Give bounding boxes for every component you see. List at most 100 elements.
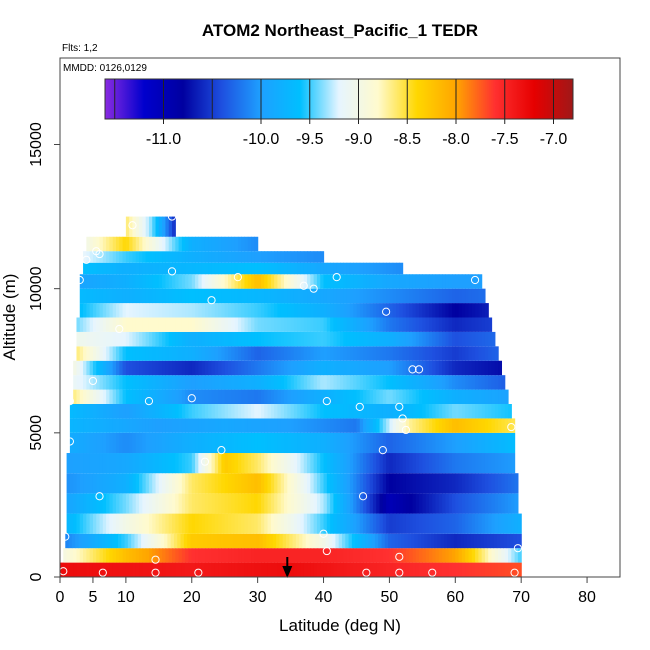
heatmap-cell (152, 548, 157, 563)
heatmap-cell (392, 418, 397, 433)
heatmap-cell (461, 360, 466, 376)
heatmap-cell (145, 274, 150, 289)
heatmap-cell (181, 375, 186, 390)
heatmap-cell (116, 473, 120, 494)
heatmap-cell (267, 389, 272, 404)
heatmap-cell (148, 288, 153, 304)
heatmap-cell (336, 562, 341, 577)
heatmap-cell (76, 389, 81, 404)
heatmap-cell (231, 513, 236, 534)
heatmap-cell (142, 404, 147, 419)
heatmap-cell (336, 548, 341, 563)
heatmap-cell (379, 418, 384, 433)
heatmap-cell (92, 453, 97, 474)
heatmap-cell (211, 548, 216, 563)
heatmap-cell (458, 432, 463, 454)
heatmap-cell (251, 432, 255, 454)
heatmap-cell (175, 513, 180, 534)
heatmap-cell (471, 360, 476, 376)
heatmap-cell (83, 288, 87, 304)
heatmap-cell (478, 473, 483, 494)
heatmap-cell (389, 303, 394, 318)
heatmap-cell (458, 562, 463, 577)
heatmap-cell (145, 375, 150, 390)
heatmap-cell (290, 346, 295, 361)
heatmap-cell (157, 533, 162, 549)
sample-point (414, 365, 424, 374)
heatmap-cell (396, 389, 400, 404)
heatmap-cell (256, 533, 261, 549)
heatmap-cell (92, 331, 97, 347)
heatmap-cell (405, 317, 410, 332)
heatmap-cell (145, 216, 150, 237)
heatmap-cell (353, 418, 358, 433)
heatmap-cell (320, 375, 325, 390)
heatmap-cell (83, 418, 87, 433)
heatmap-cell (145, 251, 150, 263)
heatmap-cell (198, 346, 203, 361)
heatmap-cell (448, 473, 453, 494)
heatmap-cell (372, 303, 377, 318)
heatmap-cell (316, 317, 321, 332)
heatmap-cell (402, 418, 407, 433)
heatmap-cell (399, 473, 404, 494)
heatmap-cell (300, 360, 305, 376)
heatmap-cell (125, 375, 130, 390)
heatmap-cell (145, 418, 150, 433)
heatmap-cell (481, 389, 486, 404)
heatmap-cell (234, 288, 239, 304)
heatmap-cell (178, 493, 183, 514)
heatmap-cell (382, 432, 387, 454)
heatmap-cell (349, 346, 354, 361)
heatmap-cell (168, 432, 173, 454)
heatmap-cell (244, 404, 249, 419)
heatmap-cell (106, 236, 111, 252)
heatmap-cell (366, 404, 371, 419)
heatmap-cell (307, 453, 311, 474)
heatmap-cell (508, 453, 512, 474)
heatmap-cell (293, 389, 298, 404)
heatmap-cell (300, 404, 305, 419)
heatmap-cell (438, 389, 443, 404)
heatmap-cell (303, 453, 308, 474)
heatmap-cell (175, 453, 180, 474)
heatmap-cell (244, 317, 249, 332)
heatmap-cell (293, 418, 298, 433)
heatmap-cell (89, 317, 94, 332)
heatmap-cell (129, 274, 134, 289)
heatmap-cell (102, 432, 107, 454)
heatmap-cell (396, 360, 400, 376)
heatmap-cell (251, 375, 255, 390)
heatmap-cell (92, 288, 97, 304)
heatmap-cell (88, 533, 93, 549)
heatmap-cell (224, 418, 229, 433)
heatmap-cell (109, 404, 114, 419)
heatmap-cell (514, 493, 519, 514)
heatmap-cell (66, 473, 71, 494)
heatmap-cell (254, 262, 259, 275)
heatmap-cell (122, 274, 127, 289)
heatmap-cell (284, 360, 288, 376)
heatmap-cell (369, 303, 374, 318)
heatmap-cell (372, 473, 377, 494)
heatmap-cell (379, 404, 384, 419)
heatmap-cell (442, 389, 447, 404)
heatmap-cell (148, 331, 153, 347)
heatmap-cell (158, 548, 163, 563)
heatmap-cell (326, 375, 331, 390)
heatmap-cell (208, 360, 213, 376)
heatmap-cell (175, 418, 180, 433)
heatmap-cell (455, 389, 460, 404)
heatmap-cell (448, 453, 453, 474)
heatmap-cell (92, 513, 97, 534)
heatmap-cell (267, 562, 272, 577)
heatmap-cell (280, 303, 285, 318)
heatmap-cell (162, 453, 167, 474)
heatmap-cell (313, 513, 318, 534)
heatmap-cell (224, 288, 229, 304)
heatmap-cell (96, 453, 101, 474)
heatmap-cell (323, 493, 328, 514)
heatmap-layers (60, 216, 522, 577)
heatmap-cell (382, 473, 387, 494)
heatmap-cell (264, 331, 269, 347)
